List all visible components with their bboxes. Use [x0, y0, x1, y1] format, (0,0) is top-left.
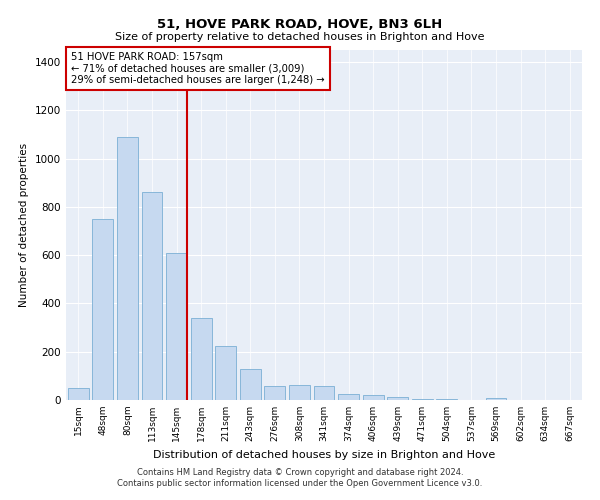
Bar — [215, 346, 236, 400]
Bar — [92, 220, 113, 400]
Text: Contains HM Land Registry data © Crown copyright and database right 2024.
Contai: Contains HM Land Registry data © Crown c… — [118, 468, 482, 487]
Text: 51, HOVE PARK ROAD, HOVE, BN3 6LH: 51, HOVE PARK ROAD, HOVE, BN3 6LH — [157, 18, 443, 30]
Bar — [338, 394, 359, 400]
Bar — [191, 318, 212, 400]
Bar — [240, 368, 261, 400]
Bar — [412, 398, 433, 400]
Bar — [362, 395, 383, 400]
Y-axis label: Number of detached properties: Number of detached properties — [19, 143, 29, 307]
Text: 51 HOVE PARK ROAD: 157sqm
← 71% of detached houses are smaller (3,009)
29% of se: 51 HOVE PARK ROAD: 157sqm ← 71% of detac… — [71, 52, 325, 85]
Bar — [289, 385, 310, 400]
Bar — [387, 397, 408, 400]
Bar — [142, 192, 163, 400]
Bar — [117, 137, 138, 400]
Bar — [314, 386, 334, 400]
Bar — [166, 253, 187, 400]
Bar — [68, 388, 89, 400]
Text: Size of property relative to detached houses in Brighton and Hove: Size of property relative to detached ho… — [115, 32, 485, 42]
Bar — [485, 398, 506, 400]
Bar — [265, 386, 286, 400]
X-axis label: Distribution of detached houses by size in Brighton and Hove: Distribution of detached houses by size … — [153, 450, 495, 460]
